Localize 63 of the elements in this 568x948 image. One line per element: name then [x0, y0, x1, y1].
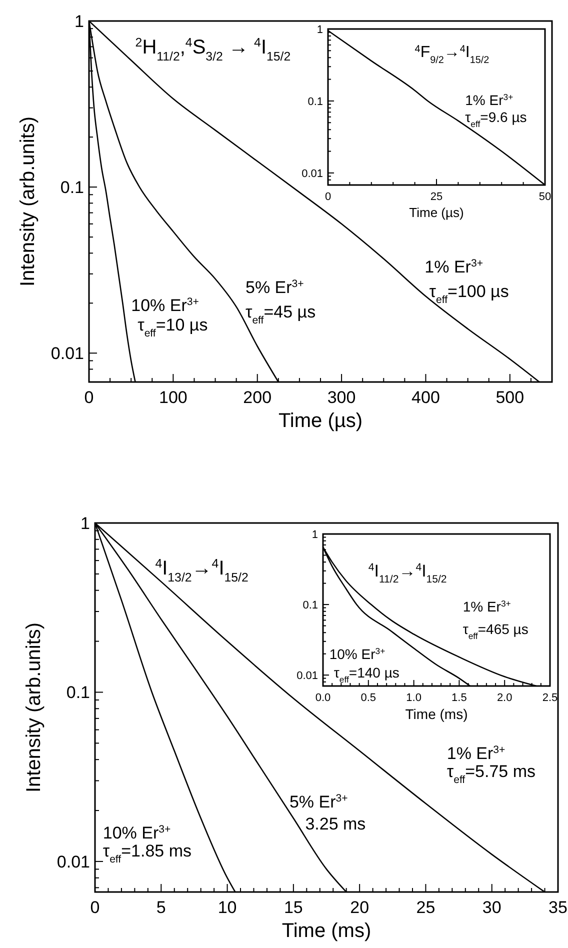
x-tick-label: 300 [327, 388, 356, 407]
x-tick-label: 30 [482, 898, 502, 917]
annotation: 10% Er$^{3+}$ [329, 646, 386, 662]
x-tick-label: 1.5 [452, 692, 467, 704]
y-tick-label: 0.1 [308, 96, 323, 108]
x-tick-label: 50 [538, 191, 552, 203]
y-tick-label: 1 [74, 12, 84, 31]
annotation: 10% Er$^{3+}$ [131, 296, 199, 315]
x-tick-label: 0.5 [360, 692, 376, 704]
y-axis-title: Intensity (arb.units) [23, 622, 45, 793]
x-tick-label: 2.5 [542, 692, 558, 704]
x-axis-title: Time (ms) [405, 706, 468, 722]
annotation: 3.25 ms [305, 814, 366, 834]
annotation: τ$_{eff}$=9.6 µs [465, 108, 527, 129]
x-tick-label: 0 [84, 388, 94, 407]
x-tick-label: 2.0 [496, 692, 512, 704]
x-axis-title: Time (µs) [278, 410, 363, 432]
y-tick-label: 0.1 [60, 178, 84, 198]
y-axis-title: Intensity (arb.units) [17, 116, 39, 287]
y-tick-label: 1 [80, 514, 90, 533]
y-tick-label: 0.01 [56, 852, 90, 872]
x-tick-label: 20 [350, 898, 370, 917]
y-tick-label: 0.01 [50, 344, 84, 364]
annotation: 1% Er$^{3+}$ [462, 598, 511, 615]
x-tick-label: 0 [324, 191, 332, 203]
x-tick-label: 5 [156, 898, 166, 917]
x-tick-label: 400 [412, 388, 440, 407]
text: $^{4}$I$_{11/2}$→$^{4}$I$_{15/2}$ [368, 562, 447, 586]
x-tick-label: 0 [90, 898, 100, 917]
y-tick-label: 1 [316, 24, 323, 36]
x-tick-label: 500 [496, 388, 524, 407]
annotation: τ$_{eff}$=45 µs [245, 302, 316, 326]
y-tick-label: 0.01 [302, 168, 323, 180]
x-axis-title: Time (ms) [282, 920, 372, 942]
x-tick-label: 200 [243, 388, 272, 407]
x-tick-label: 0.0 [315, 692, 331, 704]
text: $^{4}$F$_{9/2}$→$^{4}$I$_{15/2}$ [414, 44, 490, 66]
text: $^{4}$I$_{13/2}$→$^{4}$I$_{15/2}$ [155, 556, 248, 585]
annotation: τ$_{eff}$=1.85 ms [102, 842, 192, 866]
x-tick-label: 25 [430, 191, 443, 203]
x-tick-label: 15 [284, 898, 303, 917]
y-tick-label: 0.1 [302, 599, 318, 612]
annotation: 5% Er$^{3+}$ [245, 278, 304, 297]
annotation: τ$_{eff}$=140 µs [334, 664, 400, 685]
annotation: 5% Er$^{3+}$ [289, 792, 348, 812]
x-tick-label: 25 [416, 898, 436, 917]
annotation: τ$_{eff}$=100 µs [429, 282, 509, 306]
x-tick-label: 35 [548, 898, 568, 917]
annotation: 1% Er$^{3+}$ [424, 257, 483, 276]
chart-title: $^{2}$H$_{11/2}$,$^{4}$S$_{3/2}$ → $^{4}$I$_{15/2}$ [135, 35, 291, 64]
x-axis-title: Time (µs) [409, 205, 464, 220]
annotation: τ$_{eff}$=10 µs [138, 315, 208, 340]
x-tick-label: 100 [158, 388, 188, 407]
annotation: 1% Er$^{3+}$ [446, 744, 506, 763]
annotation: 1% Er$^{3+}$ [465, 92, 514, 108]
annotation: τ$_{eff}$=5.75 ms [446, 762, 536, 786]
x-tick-label: 10 [218, 898, 237, 917]
y-tick-label: 0.01 [296, 670, 318, 682]
annotation: 10% Er$^{3+}$ [102, 823, 171, 842]
x-tick-label: 1.0 [406, 692, 422, 704]
annotation: τ$_{eff}$=465 µs [462, 621, 528, 642]
y-tick-label: 0.1 [66, 683, 90, 702]
y-tick-label: 1 [312, 528, 318, 541]
